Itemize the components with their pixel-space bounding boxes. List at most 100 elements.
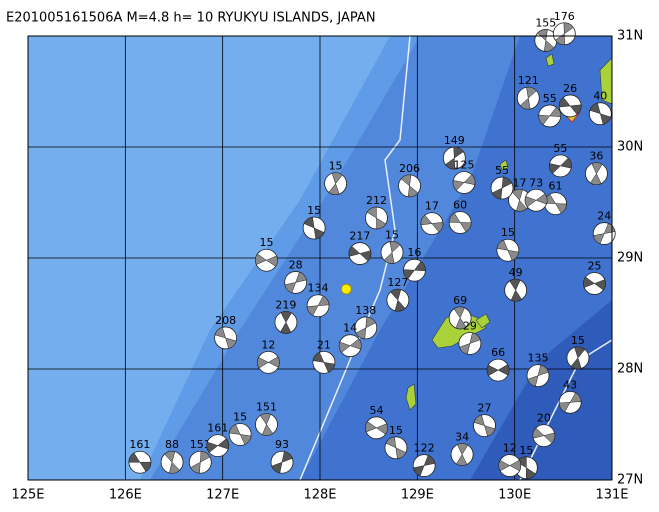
depth-label: 121 [518,74,539,87]
depth-label: 27 [477,402,491,415]
depth-label: 25 [587,260,601,273]
x-tick-label: 127E [206,488,239,503]
frame [27,35,613,481]
focal-mechanism [490,176,514,200]
plate-boundary [299,36,411,480]
x-tick-label: 125E [11,488,44,503]
depth-label: 161 [207,422,228,435]
focal-mechanism [270,450,294,474]
depth-label: 21 [317,338,331,351]
focal-mechanism [458,332,482,355]
depth-label: 151 [190,438,211,451]
compression-quadrant [214,327,237,349]
compression-quadrant [491,176,513,200]
compression-quadrant [453,306,467,330]
compression-quadrant [509,278,522,302]
depth-label: 217 [349,230,370,243]
compression-quadrant [312,351,336,373]
focal-mechanism [214,326,237,350]
depth-label: 134 [308,282,329,295]
compression-quadrant [452,174,476,191]
depth-label: 151 [256,401,277,414]
depth-label: 55 [495,164,509,177]
focal-mechanism [386,288,410,312]
focal-mechanism [538,104,562,128]
depth-label: 34 [455,430,469,443]
depth-label: 15 [385,228,399,241]
depth-label: 26 [563,82,577,95]
focal-mechanism [516,86,540,110]
focal-mechanism [380,241,404,264]
depth-label: 36 [589,150,603,163]
island [545,53,555,67]
depth-label: 135 [528,352,549,365]
focal-mechanism [257,350,280,374]
compression-quadrant [527,364,549,387]
depth-label: 60 [453,198,467,211]
compression-quadrant [456,443,469,466]
focal-mechanism [588,102,612,126]
compression-quadrant [558,96,582,115]
compression-quadrant [348,245,372,262]
focal-mechanism [274,310,298,334]
focal-mechanism [312,350,336,374]
compression-quadrant [400,174,419,198]
compression-quadrant [496,239,519,261]
compression-quadrant [257,356,280,369]
focal-mechanism [412,454,436,477]
focal-mechanism [508,188,531,212]
compression-quadrant [524,193,548,208]
compression-quadrant [306,295,330,316]
compression-quadrant [538,106,561,126]
depth-label: 12 [261,338,275,351]
compression-quadrant [448,212,472,233]
depth-label: 127 [387,276,408,289]
depth-label: 15 [571,334,585,347]
compression-quadrant [271,451,293,474]
compression-quadrant [589,102,612,125]
compression-quadrant [229,424,252,445]
depth-label: 15 [329,160,343,173]
compression-quadrant [537,29,555,52]
focal-mechanism [160,450,184,474]
x-tick-label: 128E [303,488,336,503]
focal-mechanism [348,242,372,265]
island [475,313,491,329]
island [599,57,612,105]
focal-mechanism [592,222,616,245]
depth-label: 43 [563,378,577,391]
title-bg [0,0,520,34]
depth-label: 15 [307,204,321,217]
compression-quadrant [190,451,211,474]
compression-quadrant [366,206,387,230]
focal-mechanism [188,450,212,474]
depth-label: 73 [529,176,543,189]
focal-mechanism [284,271,308,294]
compression-quadrant [403,260,426,280]
focal-mechanism [324,172,347,196]
x-tick-label: 126E [109,488,142,503]
focal-mechanism [384,436,408,460]
title: E201005161506A M=4.8 h= 10 RYUKYU ISLAND… [6,11,376,26]
focal-mechanism [442,146,466,170]
depth-label: 149 [444,134,465,147]
depth-label: 15 [519,444,533,457]
depth-label: 15 [259,236,273,249]
depth-label: 212 [366,194,387,207]
focal-mechanism [206,434,230,457]
depth-label: 61 [549,180,563,193]
focal-mechanism [365,206,388,230]
focal-mechanism [452,171,476,194]
depth-label: 219 [275,298,296,311]
compression-quadrant [164,451,180,474]
focal-mechanism [558,390,582,414]
focal-mechanism [306,294,330,318]
compression-quadrant [328,172,343,195]
depth-label: 55 [553,142,567,155]
x-tick-label: 130E [498,488,531,503]
focal-mechanism [448,306,472,330]
focal-mechanism [338,334,362,358]
y-tick-label: 27N [617,473,643,488]
depth-label: 122 [414,442,435,455]
compression-quadrant [459,332,481,355]
